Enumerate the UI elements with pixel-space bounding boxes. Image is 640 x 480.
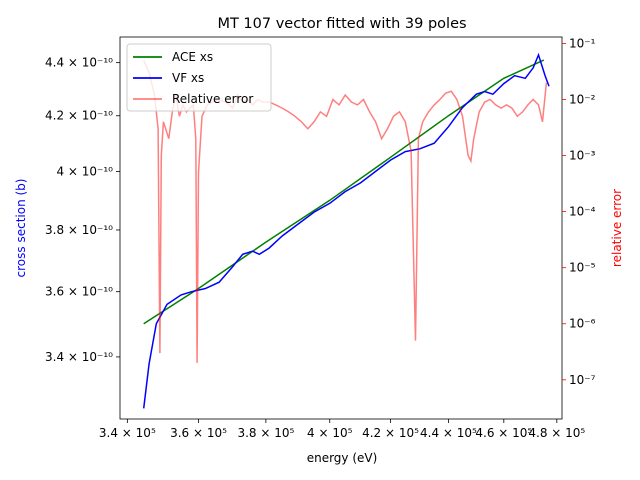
legend-box xyxy=(126,43,272,112)
legend-label: VF xs xyxy=(172,71,204,85)
y-axis-left: 3.4 × 10⁻¹⁰ 3.6 × 10⁻¹⁰ 3.8 × 10⁻¹⁰ 4 × 10⁻… xyxy=(45,56,120,364)
y-left-tick-label: 4.2 × 10⁻¹⁰ xyxy=(45,109,113,123)
x-tick-label: 4 × 10⁵ xyxy=(307,426,353,440)
y-right-tick-label: 10⁻¹ xyxy=(569,36,596,50)
y-right-tick-label: 10⁻⁵ xyxy=(569,261,596,275)
x-tick-label: 4.2 × 10⁵ xyxy=(362,426,419,440)
y-left-tick-label: 4 × 10⁻¹⁰ xyxy=(56,164,113,178)
x-axis-label: energy (eV) xyxy=(307,451,378,465)
y-right-tick-label: 10⁻⁶ xyxy=(569,317,596,331)
series-line-ace-xs xyxy=(143,59,545,325)
y-right-tick-label: 10⁻³ xyxy=(569,149,596,163)
y-right-tick-label: 10⁻² xyxy=(569,92,596,106)
y-axis-right: 10⁻⁷ 10⁻⁶ 10⁻⁵ 10⁻⁴ 10⁻³ 10⁻² 10⁻¹ xyxy=(562,36,596,387)
series-line-vf-xs xyxy=(142,52,550,409)
y-axis-left-label: cross section (b) xyxy=(14,179,28,278)
plot-frame xyxy=(119,36,563,420)
x-tick-label: 4.6 × 10⁵ xyxy=(475,426,532,440)
x-tick-label: 3.4 × 10⁵ xyxy=(99,426,156,440)
legend-label: Relative error xyxy=(172,92,253,106)
y-left-tick-label: 3.6 × 10⁻¹⁰ xyxy=(45,285,113,299)
chart-title: MT 107 vector fitted with 39 poles xyxy=(217,16,466,32)
y-left-tick-label: 4.4 × 10⁻¹⁰ xyxy=(45,56,113,70)
x-tick-label: 3.8 × 10⁵ xyxy=(237,426,294,440)
y-right-tick-label: 10⁻⁴ xyxy=(569,205,596,219)
x-tick-label: 4.8 × 10⁵ xyxy=(528,426,585,440)
x-tick-label: 4.4 × 10⁵ xyxy=(420,426,477,440)
legend: ACE xs VF xs Relative error xyxy=(126,43,272,112)
x-tick-label: 3.6 × 10⁵ xyxy=(170,426,227,440)
y-axis-right-label: relative error xyxy=(610,189,624,267)
y-left-tick-label: 3.8 × 10⁻¹⁰ xyxy=(45,223,113,237)
y-left-tick-label: 3.4 × 10⁻¹⁰ xyxy=(45,350,113,364)
x-axis: 3.4 × 10⁵ 3.6 × 10⁵ 3.8 × 10⁵ 4 × 10⁵ 4.2 × … xyxy=(99,419,585,440)
legend-label: ACE xs xyxy=(172,50,213,64)
y-right-tick-label: 10⁻⁷ xyxy=(569,373,596,387)
